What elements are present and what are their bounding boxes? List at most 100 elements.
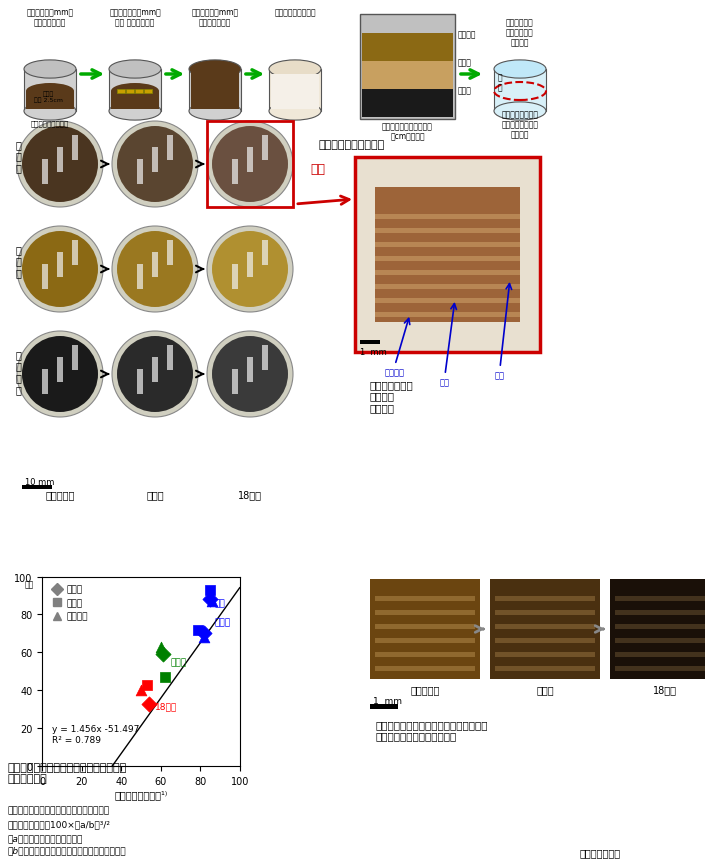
Text: 18月後: 18月後 xyxy=(238,489,262,499)
Text: 黒
ボ
ク
土: 黒 ボ ク 土 xyxy=(15,350,21,394)
Bar xyxy=(262,241,268,266)
Bar xyxy=(72,345,78,370)
Circle shape xyxy=(117,127,193,202)
Point xyxy=(204,592,216,606)
Bar xyxy=(495,653,595,657)
Circle shape xyxy=(17,226,103,313)
Text: 回
収: 回 収 xyxy=(498,73,502,92)
Bar xyxy=(152,253,158,278)
Point xyxy=(199,627,210,641)
Bar xyxy=(72,136,78,161)
Text: 塩ビ管
内径 2.5cm: 塩ビ管 内径 2.5cm xyxy=(34,91,63,103)
Text: ペレット（径５mm）
５粒 寝かせて置く: ペレット（径５mm） ５粒 寝かせて置く xyxy=(109,8,161,28)
Circle shape xyxy=(117,232,193,307)
Circle shape xyxy=(17,122,103,208)
Bar xyxy=(152,357,158,382)
Ellipse shape xyxy=(269,102,321,121)
Text: 低
地
土: 低 地 土 xyxy=(15,139,21,173)
Bar xyxy=(370,579,480,679)
Bar xyxy=(137,264,143,289)
Bar xyxy=(375,653,475,657)
Bar xyxy=(167,241,173,266)
Text: 図２　低倍率で
観察した
微細形態: 図２ 低倍率で 観察した 微細形態 xyxy=(370,380,414,412)
Circle shape xyxy=(212,127,288,202)
Bar xyxy=(109,70,161,112)
Circle shape xyxy=(112,331,198,418)
Bar xyxy=(57,357,63,382)
Text: 孔隙: 孔隙 xyxy=(440,378,450,387)
Bar xyxy=(189,70,241,112)
Bar xyxy=(22,486,52,489)
Text: 黄色土: 黄色土 xyxy=(458,58,472,67)
Text: １）重量残存率はガラス繊維ろ紙法で測定: １）重量残存率はガラス繊維ろ紙法で測定 xyxy=(7,805,109,814)
Text: ペレットを含む位
置で輪切りにして
薄片作成: ペレットを含む位 置で輪切りにして 薄片作成 xyxy=(501,110,539,139)
Bar xyxy=(375,285,520,289)
Text: 低地土: 低地土 xyxy=(458,86,472,95)
Bar xyxy=(375,624,475,629)
Point xyxy=(159,671,171,684)
Bar xyxy=(191,70,239,110)
Bar xyxy=(375,313,520,318)
Bar xyxy=(362,90,453,118)
Bar xyxy=(375,257,520,262)
Bar xyxy=(271,75,319,110)
X-axis label: 重量残存率（％）¹⁾: 重量残存率（％）¹⁾ xyxy=(114,789,168,799)
Bar xyxy=(495,638,595,643)
Bar xyxy=(615,624,705,629)
Point xyxy=(199,630,210,644)
Bar xyxy=(42,369,48,394)
Bar xyxy=(362,62,453,90)
Bar xyxy=(375,243,520,248)
Point xyxy=(155,640,166,653)
Bar xyxy=(615,638,705,643)
Bar xyxy=(375,666,475,672)
Circle shape xyxy=(22,337,98,412)
Ellipse shape xyxy=(109,61,161,79)
Circle shape xyxy=(207,226,293,313)
Bar xyxy=(42,264,48,289)
Bar xyxy=(126,90,134,94)
Bar xyxy=(137,369,143,394)
Bar xyxy=(135,90,143,94)
Text: 図３　ペレットの重量残存率と体積残存
　　率の関係: 図３ ペレットの重量残存率と体積残存 率の関係 xyxy=(7,762,126,784)
Bar xyxy=(26,92,74,110)
Bar xyxy=(42,160,48,185)
Circle shape xyxy=(112,122,198,208)
Ellipse shape xyxy=(494,102,546,121)
Text: 風乾土（＜４mm）
上端まで入れる: 風乾土（＜４mm） 上端まで入れる xyxy=(192,8,238,28)
Bar xyxy=(495,597,595,601)
Ellipse shape xyxy=(494,61,546,79)
Text: ６月後: ６月後 xyxy=(537,684,554,694)
Point xyxy=(135,684,147,697)
Text: 土壌: 土壌 xyxy=(495,370,505,380)
Bar xyxy=(375,610,475,616)
Ellipse shape xyxy=(189,102,241,121)
Circle shape xyxy=(207,122,293,208)
Bar xyxy=(247,253,253,278)
Text: 18月後: 18月後 xyxy=(155,701,177,710)
Bar xyxy=(262,136,268,161)
Text: 風乾土（＜４mm）
半分まで入れる: 風乾土（＜４mm） 半分まで入れる xyxy=(27,8,73,28)
Circle shape xyxy=(212,337,288,412)
Bar xyxy=(375,299,520,304)
Bar xyxy=(167,136,173,161)
Ellipse shape xyxy=(269,61,321,79)
Bar xyxy=(167,345,173,370)
Text: １月後: １月後 xyxy=(214,618,230,627)
Text: 拡大: 拡大 xyxy=(310,163,325,176)
Bar xyxy=(375,597,475,601)
Point xyxy=(157,647,168,661)
Text: b：画像中のペレットおよび周囲の孔隙の面積: b：画像中のペレットおよび周囲の孔隙の面積 xyxy=(7,846,125,854)
Point xyxy=(207,595,218,609)
Bar xyxy=(57,148,63,173)
Bar xyxy=(375,229,520,233)
Point xyxy=(143,697,154,710)
Text: 黒ボク土: 黒ボク土 xyxy=(458,30,477,39)
Text: a：画像中のペレットの面積: a：画像中のペレットの面積 xyxy=(7,834,82,843)
Ellipse shape xyxy=(111,84,159,100)
Ellipse shape xyxy=(109,102,161,121)
Bar xyxy=(24,70,76,112)
Circle shape xyxy=(212,232,288,307)
Bar xyxy=(615,610,705,616)
Circle shape xyxy=(17,331,103,418)
